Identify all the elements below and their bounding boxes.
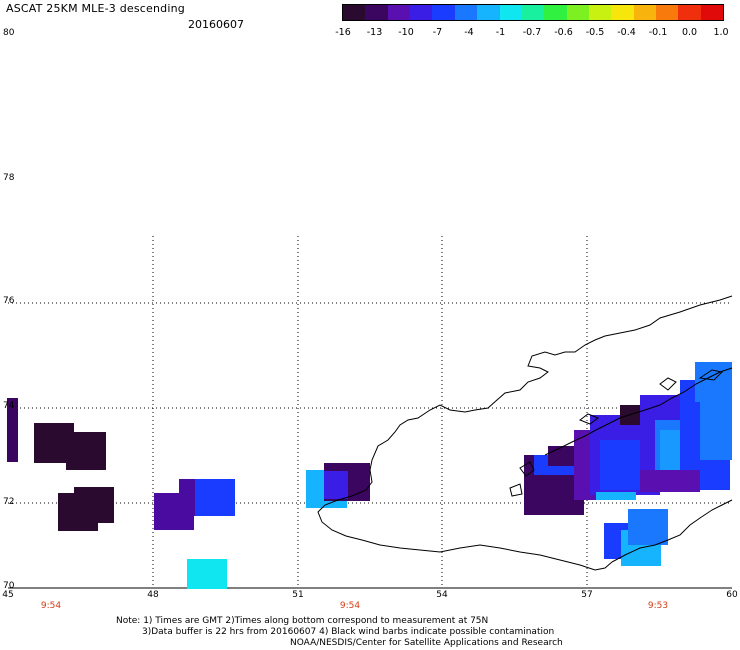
colorbar-segment: [343, 5, 366, 20]
colorbar-label: -0.5: [585, 27, 605, 38]
lat-label-70: 70: [3, 581, 15, 591]
colorbar-segment: [700, 5, 724, 20]
colorbar-segment: [410, 5, 433, 20]
colorbar-label: -0.6: [554, 27, 573, 38]
colorbar-label: -4: [464, 27, 474, 38]
coastline: [317, 295, 733, 571]
time-label-east: 9:53: [647, 601, 669, 611]
colorbar-label: -0.1: [648, 27, 668, 38]
colorbar-label: 0.0: [681, 27, 698, 38]
lon-label-60: 60: [726, 590, 738, 600]
colorbar-label: -1: [495, 27, 506, 38]
colorbar-segment: [678, 5, 701, 20]
colorbar-segment: [499, 5, 522, 20]
lon-label-48: 48: [147, 590, 159, 600]
wind-cells-east: [524, 362, 732, 566]
colorbar-segment: [656, 5, 679, 20]
colorbar-segment: [432, 5, 455, 20]
colorbar-label: -10: [398, 27, 414, 38]
colorbar-segment: [544, 5, 567, 20]
product-date: 20160607: [188, 18, 244, 31]
lat-label-72: 72: [3, 497, 15, 507]
colorbar-labels: -16 -13 -10 -7 -4 -1 -0.7 -0.6 -0.5 -0.4 -0.1 0.0 1.…: [327, 27, 737, 39]
lon-label-45: 45: [2, 590, 14, 600]
lon-label-51: 51: [292, 590, 304, 600]
lat-label-80: 80: [3, 28, 15, 38]
colorbar-label: -7: [432, 27, 443, 38]
time-label-central: 9:54: [339, 601, 361, 611]
colorbar-segment: [611, 5, 634, 20]
colorbar-segment: [477, 5, 500, 20]
colorbar-segment: [633, 5, 657, 20]
colorbar-label: -0.4: [617, 27, 636, 38]
lat-label-74: 74: [3, 401, 15, 411]
colorbar: [342, 4, 724, 21]
graticule: [8, 236, 732, 588]
product-title: ASCAT 25KM MLE-3 descending: [6, 2, 185, 15]
colorbar-segment: [566, 5, 589, 20]
colorbar-label: -16: [335, 27, 351, 38]
colorbar-label: -0.7: [522, 27, 542, 38]
note-line-2: 3)Data buffer is 22 hrs from 20160607 4)…: [142, 627, 555, 637]
colorbar-segment: [387, 5, 411, 20]
lat-label-76: 76: [3, 296, 15, 306]
note-line-1: Note: 1) Times are GMT 2)Times along bot…: [116, 616, 489, 626]
colorbar-segment: [365, 5, 388, 20]
time-label-west: 9:54: [40, 601, 62, 611]
wind-cells-west: [7, 398, 235, 589]
wind-cells-central: [306, 463, 370, 508]
note-line-3: NOAA/NESDIS/Center for Satellite Applica…: [290, 638, 563, 648]
colorbar-segment: [588, 5, 612, 20]
colorbar-label: 1.0: [713, 27, 729, 38]
lon-label-54: 54: [436, 590, 448, 600]
colorbar-segment: [454, 5, 478, 20]
lat-label-78: 78: [3, 173, 15, 183]
colorbar-label: -13: [366, 27, 383, 38]
colorbar-segment: [521, 5, 545, 20]
lon-label-57: 57: [581, 590, 593, 600]
